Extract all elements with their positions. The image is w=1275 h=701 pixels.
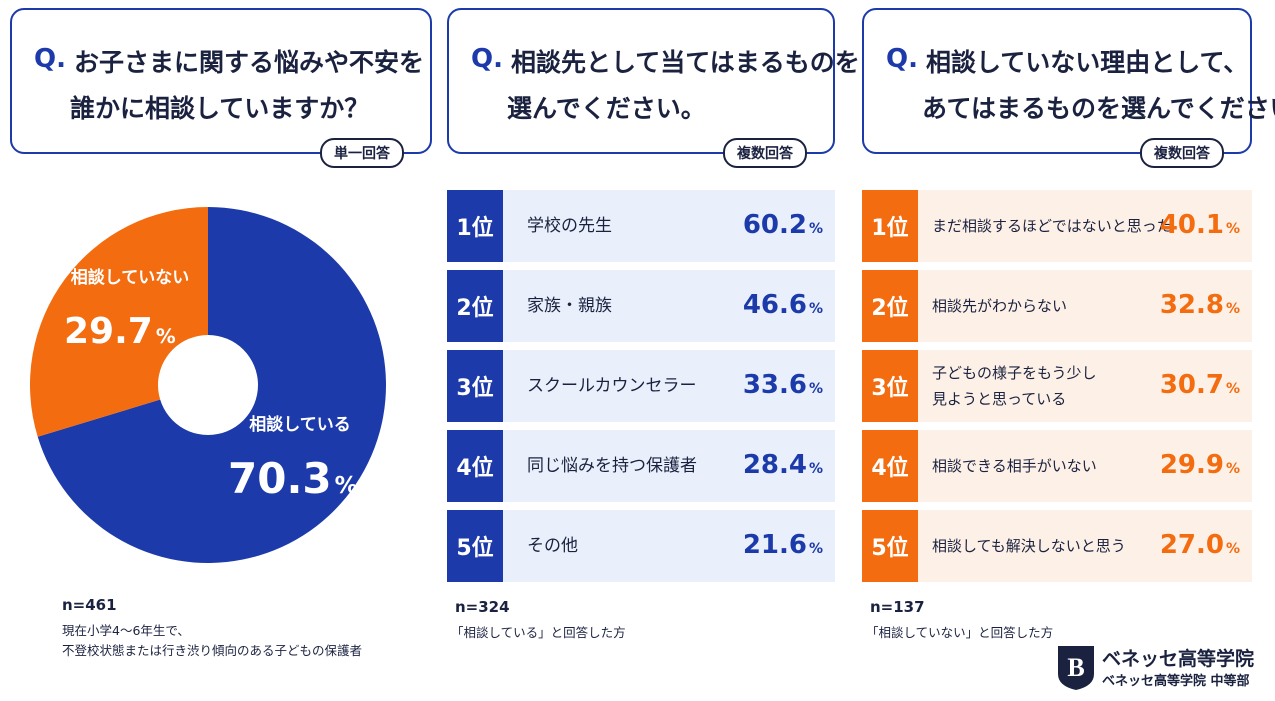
item-label: まだ相談するほどではないと思った (932, 217, 1172, 235)
value-unit: % (156, 325, 176, 348)
ranking-row: 2位 家族・親族 46.6% (447, 270, 835, 342)
value-number: 40.1 (1159, 210, 1224, 240)
logo-name: ベネッセ高等学院 (1102, 648, 1255, 670)
pie-chart: 相談している 70.3 % 相談していない 29.7% (29, 207, 386, 563)
slice-value: 70.3% (228, 454, 358, 503)
value-number: 28.4 (742, 450, 807, 480)
logo: B ベネッセ高等学院 ベネッセ高等学院 中等部 (1050, 640, 1260, 695)
value-unit: % (1225, 221, 1240, 237)
rank-label: 4位 (862, 430, 918, 502)
rank-label: 1位 (447, 190, 503, 262)
rank-label: 4位 (447, 430, 503, 502)
value-number: 21.6 (742, 530, 807, 560)
logo-sub: ベネッセ高等学院 中等部 (1102, 674, 1250, 689)
item-value: 29.9% (1160, 450, 1240, 480)
item-value: 60.2% (743, 210, 823, 240)
value-number: 46.6 (742, 290, 807, 320)
ranking-row: 5位 相談しても解決しないと思う 27.0% (862, 510, 1252, 582)
ranking-row: 5位 その他 21.6% (447, 510, 835, 582)
slice-value: 29.7% (64, 311, 176, 352)
value-unit: % (1225, 541, 1240, 557)
value-unit: % (808, 541, 823, 557)
ranking-row: 3位 子どもの様子をもう少し 見ようと思っている 30.7% (862, 350, 1252, 422)
item-value: 33.6% (743, 370, 823, 400)
sample-note: 「相談している」と回答した方 (451, 625, 626, 640)
question-title: 相談先として当てはまるものを (511, 48, 860, 77)
sample-size: n=137 (870, 598, 925, 616)
rank-label: 5位 (447, 510, 503, 582)
logo-icon: B (1058, 646, 1094, 690)
sample-size: n=324 (455, 598, 510, 616)
item-value: 28.4% (743, 450, 823, 480)
value-unit: % (808, 301, 823, 317)
question-mark: Q. (471, 44, 503, 74)
item-value: 27.0% (1160, 530, 1240, 560)
value-unit: % (808, 461, 823, 477)
question-mark: Q. (886, 44, 918, 74)
rank-label: 2位 (862, 270, 918, 342)
ranking-row: 1位 まだ相談するほどではないと思った 40.1% (862, 190, 1252, 262)
answer-type-badge: 複数回答 (1140, 138, 1224, 168)
rank-label: 3位 (862, 350, 918, 422)
slice-label: 相談していない (71, 267, 190, 288)
question-title: お子さまに関する悩みや不安を (74, 48, 425, 77)
question-mark: Q. (34, 44, 66, 74)
ranking-row: 3位 スクールカウンセラー 33.6% (447, 350, 835, 422)
sample-note: 「相談していない」と回答した方 (866, 625, 1054, 640)
rank-label: 3位 (447, 350, 503, 422)
question-box: Q. 相談先として当てはまるものを選んでください。 (447, 8, 860, 154)
item-value: 46.6% (743, 290, 823, 320)
question-title: 選んでください。 (507, 94, 706, 123)
value-number: 29.9 (1159, 450, 1224, 480)
value-unit: % (1225, 301, 1240, 317)
item-value: 21.6% (743, 530, 823, 560)
item-label: 同じ悩みを持つ保護者 (527, 456, 697, 476)
ranking-row: 1位 学校の先生 60.2% (447, 190, 835, 262)
item-label: 相談先がわからない (932, 297, 1068, 315)
value-unit: % (335, 473, 358, 499)
question-title: 相談していない理由として、 (926, 48, 1249, 77)
rank-label: 1位 (862, 190, 918, 262)
item-label: 相談できる相手がいない (932, 457, 1097, 475)
rank-label: 2位 (447, 270, 503, 342)
ranking-row: 2位 相談先がわからない 32.8% (862, 270, 1252, 342)
question-box: Q. お子さまに関する悩みや不安を誰かに相談していますか？ (10, 8, 432, 154)
value-unit: % (808, 221, 823, 237)
item-value: 30.7% (1160, 370, 1240, 400)
sample-size: n=461 (62, 596, 117, 614)
item-label: 見ようと思っている (932, 390, 1067, 408)
svg-text:B: B (1067, 653, 1084, 682)
item-label: 家族・親族 (527, 296, 612, 316)
item-label: 相談しても解決しないと思う (932, 537, 1126, 555)
sample-note: 現在小学4〜6年生で、 (62, 623, 190, 638)
item-label: その他 (527, 536, 578, 556)
value-unit: % (1225, 461, 1240, 477)
value-number: 30.7 (1159, 370, 1224, 400)
value-number: 27.0 (1159, 530, 1224, 560)
answer-type-badge: 単一回答 (320, 138, 404, 168)
item-value: 40.1% (1160, 210, 1240, 240)
ranking-row: 4位 相談できる相手がいない 29.9% (862, 430, 1252, 502)
answer-type-badge: 複数回答 (723, 138, 807, 168)
rank-label: 5位 (862, 510, 918, 582)
item-label: 子どもの様子をもう少し (932, 364, 1097, 382)
question-title: 誰かに相談していますか？ (70, 94, 370, 123)
value-number: 70.3 (228, 454, 332, 503)
ranking-row: 4位 同じ悩みを持つ保護者 28.4% (447, 430, 835, 502)
question-box: Q. 相談していない理由として、あてはまるものを選んでください。 (862, 8, 1275, 154)
value-number: 29.7 (64, 311, 153, 352)
value-number: 32.8 (1159, 290, 1224, 320)
donut-hole (158, 335, 258, 435)
item-value: 32.8% (1160, 290, 1240, 320)
value-unit: % (808, 381, 823, 397)
sample-note: 不登校状態または行き渋り傾向のある子どもの保護者 (62, 643, 363, 658)
slice-label: 相談している (249, 414, 351, 435)
value-number: 33.6 (742, 370, 807, 400)
question-title: あてはまるものを選んでください。 (922, 94, 1275, 123)
item-label: 学校の先生 (527, 216, 612, 236)
value-number: 60.2 (742, 210, 807, 240)
item-label: スクールカウンセラー (527, 376, 697, 396)
value-unit: % (1225, 381, 1240, 397)
